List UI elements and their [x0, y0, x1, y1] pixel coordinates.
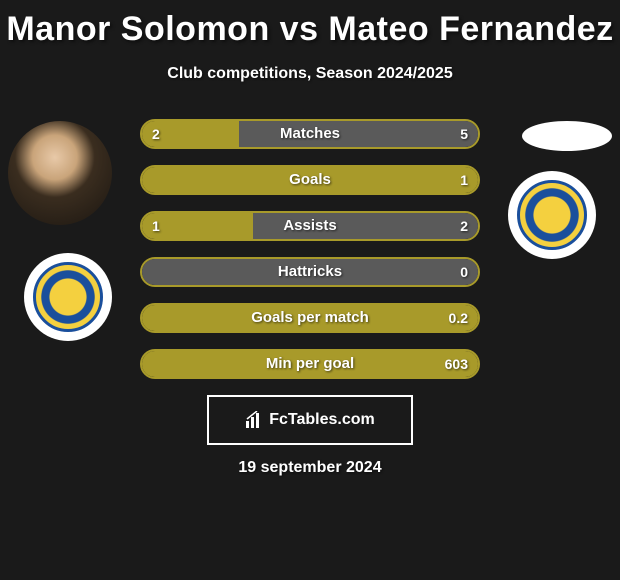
bar-value-left: 2 [152, 121, 160, 147]
bar-value-left: 1 [152, 213, 160, 239]
bar-label: Matches [142, 121, 478, 147]
bar-label: Hattricks [142, 259, 478, 285]
bar-label: Goals [142, 167, 478, 193]
page-title: Manor Solomon vs Mateo Fernandez [0, 0, 620, 49]
branding-box: FcTables.com [207, 395, 413, 445]
bar-row-min-per-goal: Min per goal603 [140, 349, 480, 379]
bar-value-right: 1 [460, 167, 468, 193]
chart-icon [245, 411, 263, 429]
player-right-avatar [522, 121, 612, 151]
comparison-bars: Matches25Goals1Assists12Hattricks0Goals … [140, 113, 480, 379]
comparison-panel: Matches25Goals1Assists12Hattricks0Goals … [0, 113, 620, 477]
crest-icon [517, 180, 587, 250]
crest-icon [33, 262, 103, 332]
bar-label: Assists [142, 213, 478, 239]
club-left-badge [24, 253, 112, 341]
bar-value-right: 603 [445, 351, 468, 377]
date-text: 19 september 2024 [0, 459, 620, 477]
bar-value-right: 0 [460, 259, 468, 285]
bar-row-matches: Matches2 5 [140, 119, 480, 149]
bar-row-assists: Assists1 2 [140, 211, 480, 241]
bar-value-right: 5 [460, 121, 468, 147]
bar-row-goals-per-match: Goals per match0.2 [140, 303, 480, 333]
bar-label: Min per goal [142, 351, 478, 377]
bar-row-goals: Goals1 [140, 165, 480, 195]
bar-value-right: 2 [460, 213, 468, 239]
bar-row-hattricks: Hattricks0 [140, 257, 480, 287]
player-left-avatar [8, 121, 112, 225]
subtitle: Club competitions, Season 2024/2025 [0, 65, 620, 83]
bar-label: Goals per match [142, 305, 478, 331]
branding-text: FcTables.com [269, 411, 375, 429]
club-right-badge [508, 171, 596, 259]
bar-value-right: 0.2 [449, 305, 468, 331]
